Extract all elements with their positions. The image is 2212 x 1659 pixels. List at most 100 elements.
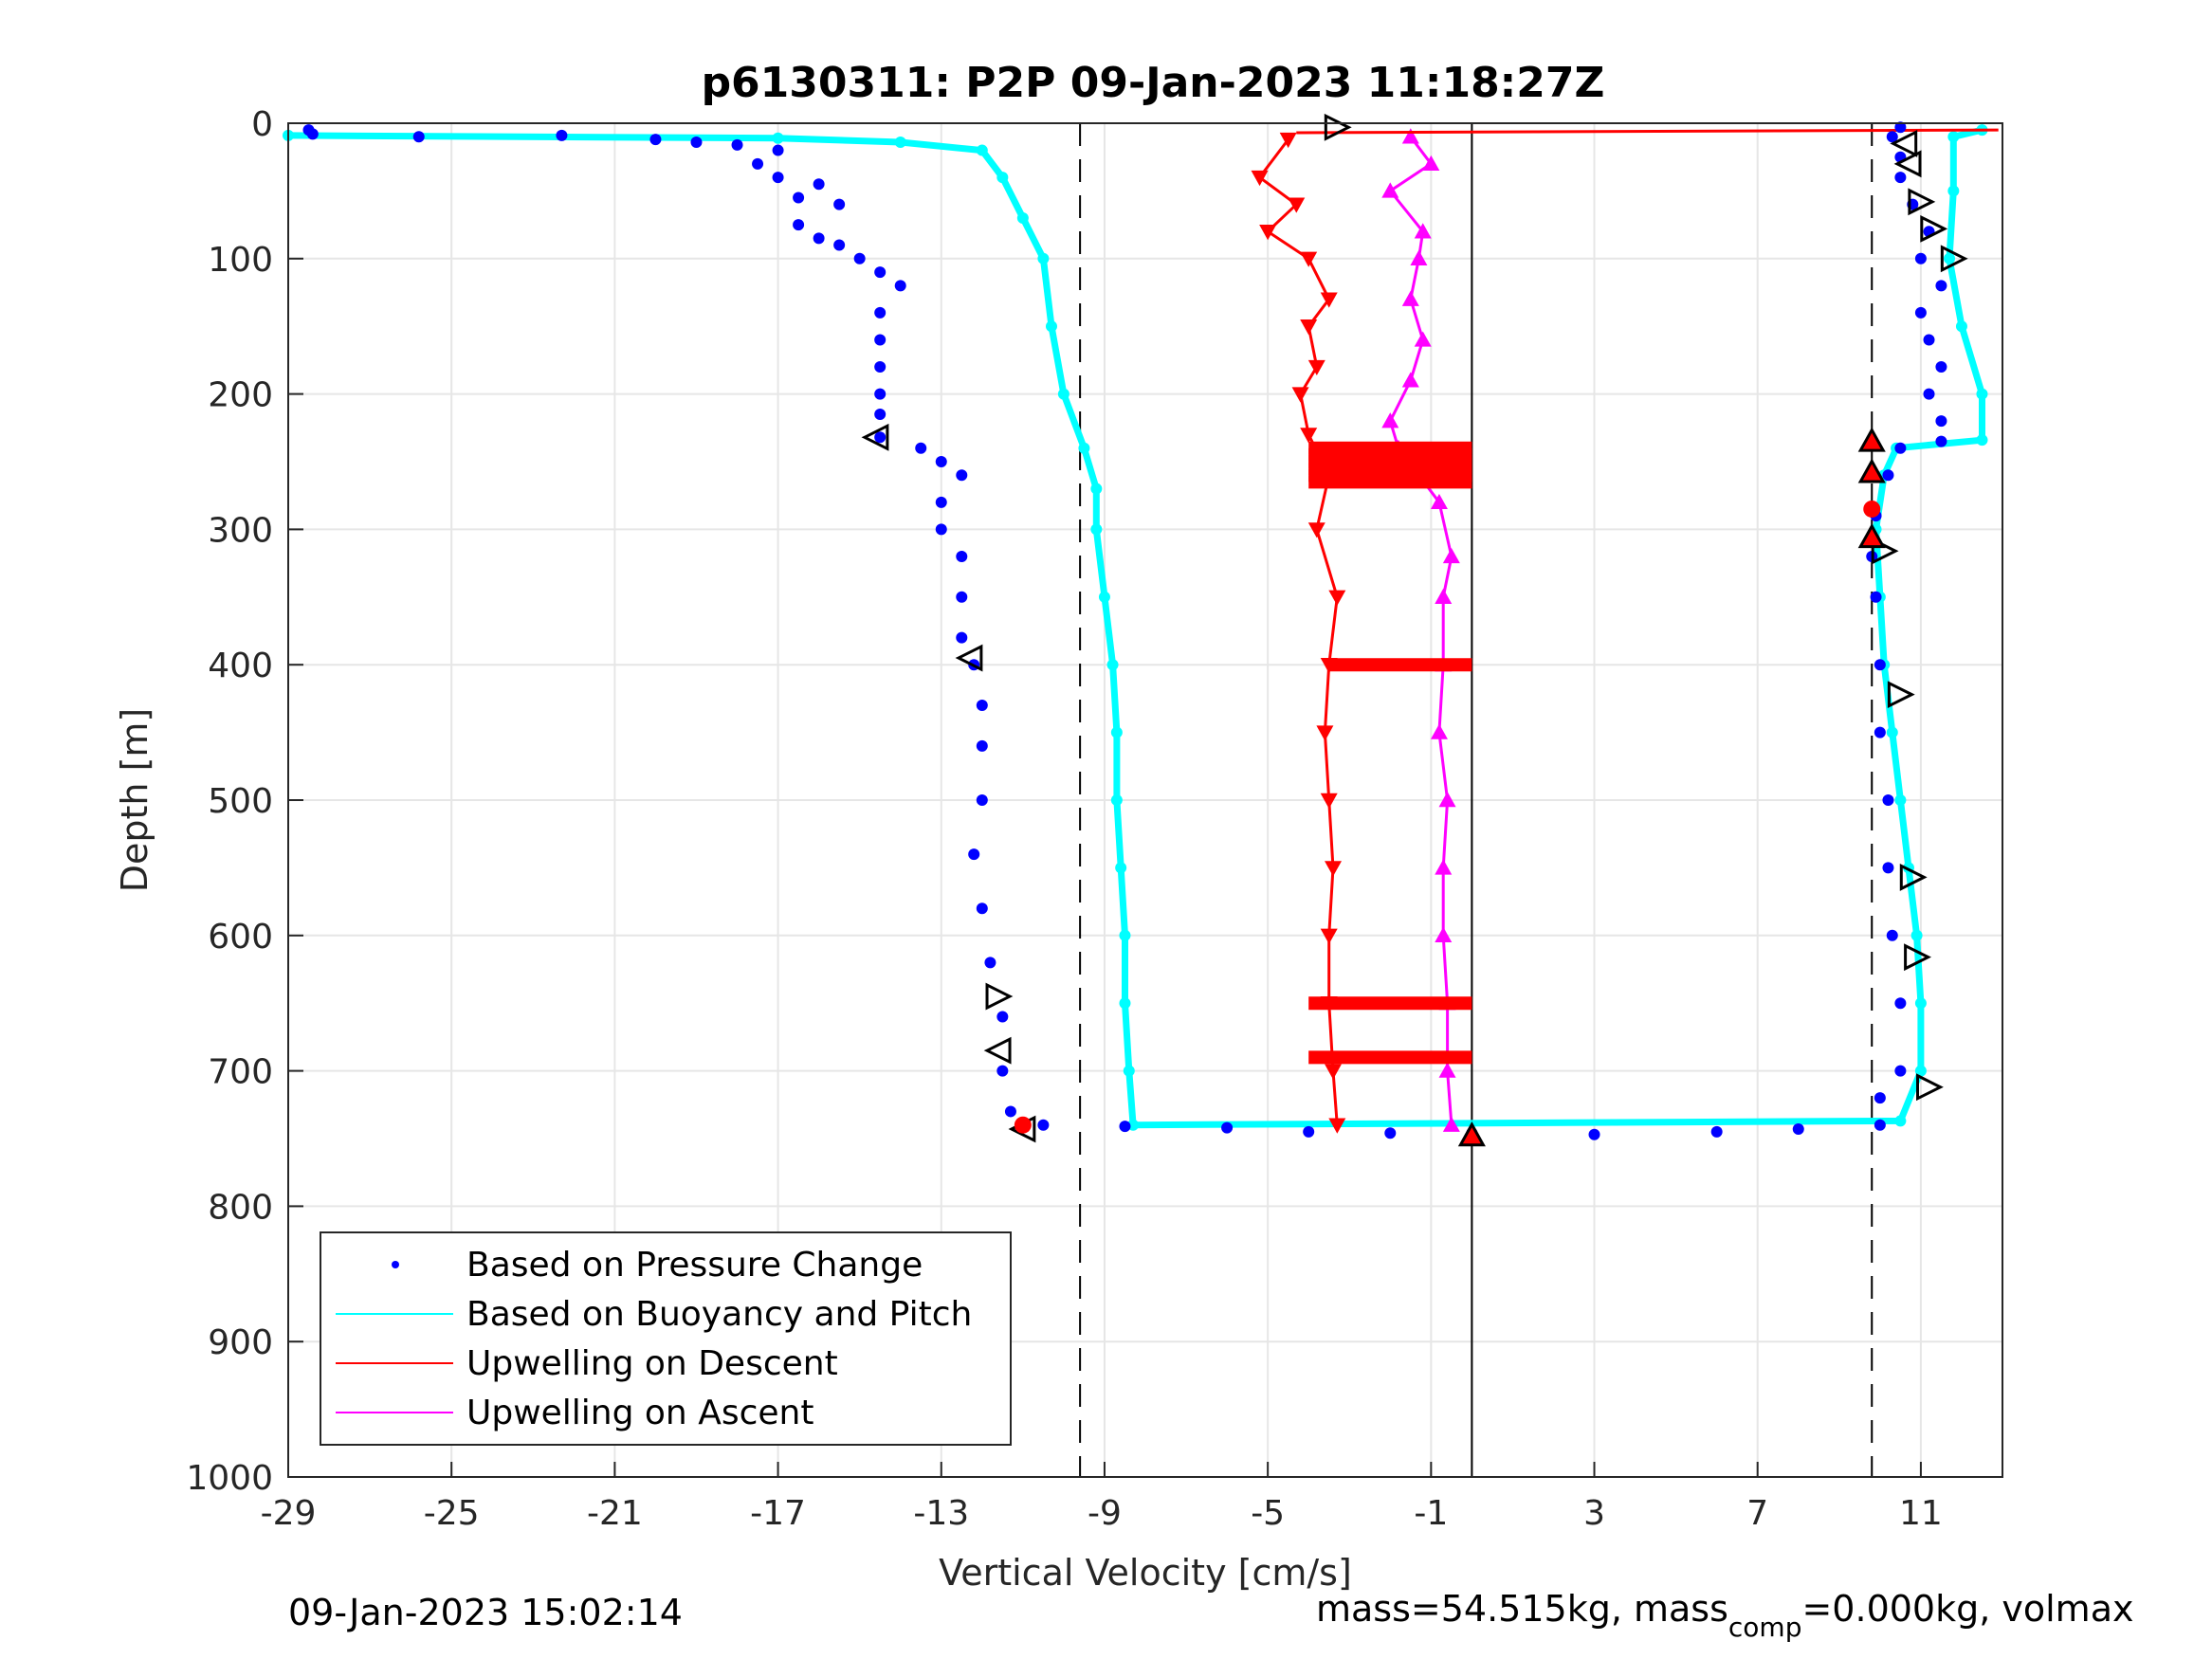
x-tick-label: 3 bbox=[1583, 1494, 1605, 1533]
buoyancy-pitch-point bbox=[996, 172, 1009, 184]
pressure-change-point bbox=[813, 232, 825, 245]
upwelling-ascent-marker bbox=[1442, 1116, 1460, 1132]
upwelling-ascent-marker bbox=[1435, 588, 1453, 604]
upwelling-ascent-line bbox=[1388, 136, 1453, 1125]
pressure-change-point bbox=[1935, 280, 1947, 292]
upwelling-ascent-marker bbox=[1438, 792, 1456, 808]
upwelling-descent-marker bbox=[1320, 292, 1338, 308]
y-tick-label: 300 bbox=[208, 511, 273, 550]
upwelling-descent-marker bbox=[1300, 428, 1318, 444]
y-axis-ticks: 0 100 200 300 400 500 600 700 800 900 1000 bbox=[186, 105, 303, 1498]
upwelling-ascent-marker bbox=[1422, 155, 1440, 172]
pressure-change-point bbox=[1710, 1125, 1723, 1138]
upwelling-ascent-marker bbox=[1401, 372, 1419, 388]
pressure-change-point bbox=[956, 591, 968, 603]
buoyancy-pitch-point bbox=[1976, 388, 1988, 400]
open-triangle-marker bbox=[861, 423, 889, 451]
buoyancy-pitch-point bbox=[1976, 434, 1988, 447]
upwelling-ascent-marker bbox=[1438, 1062, 1456, 1078]
x-tick-label: -13 bbox=[913, 1494, 969, 1533]
buoyancy-pitch-point bbox=[1955, 320, 1967, 333]
pressure-change-point bbox=[1588, 1128, 1600, 1140]
pressure-change-point bbox=[1303, 1125, 1315, 1138]
upwelling-descent-marker bbox=[1251, 170, 1269, 187]
pressure-change-point bbox=[968, 848, 980, 861]
legend-box bbox=[320, 1231, 1012, 1446]
marker-layer bbox=[861, 113, 1968, 1147]
footer-mass-sub: comp bbox=[1728, 1612, 1802, 1643]
pressure-change-point bbox=[874, 409, 887, 421]
buoyancy-pitch-point bbox=[1016, 211, 1029, 224]
pressure-change-point bbox=[412, 131, 425, 143]
pressure-change-point bbox=[1894, 172, 1907, 184]
pressure-change-point bbox=[935, 496, 947, 508]
y-tick-label: 600 bbox=[208, 918, 273, 957]
pressure-change-point bbox=[915, 442, 927, 454]
open-triangle-marker bbox=[985, 982, 1014, 1011]
pressure-change-point bbox=[1894, 997, 1907, 1010]
pressure-change-point bbox=[976, 700, 988, 712]
pressure-change-point bbox=[996, 1011, 1009, 1023]
pressure-change-point bbox=[935, 523, 947, 536]
upwelling-ascent-marker bbox=[1442, 547, 1460, 564]
pressure-change-point bbox=[874, 266, 887, 279]
pressure-change-point bbox=[1221, 1121, 1234, 1134]
y-tick-label: 400 bbox=[208, 647, 273, 685]
buoyancy-pitch-point bbox=[1090, 523, 1103, 536]
buoyancy-pitch-point bbox=[1106, 659, 1119, 671]
buoyancy-pitch-point bbox=[1886, 726, 1898, 738]
y-tick-label: 100 bbox=[208, 241, 273, 280]
upwelling-ascent-marker bbox=[1401, 128, 1419, 144]
upwelling-ascent-marker bbox=[1430, 723, 1448, 739]
pressure-change-point bbox=[649, 134, 662, 146]
red-circle-marker bbox=[1863, 500, 1881, 518]
buoyancy-pitch-point bbox=[1078, 442, 1090, 454]
pressure-change-point bbox=[1384, 1127, 1397, 1139]
pressure-change-point bbox=[1914, 306, 1927, 319]
pressure-change-point bbox=[1886, 929, 1898, 941]
buoyancy-pitch-point bbox=[1057, 388, 1069, 400]
buoyancy-pitch-point bbox=[1045, 320, 1057, 333]
buoyancy-pitch-point bbox=[894, 136, 906, 148]
upwelling-descent-marker bbox=[1279, 132, 1297, 149]
pressure-change-point bbox=[1935, 415, 1947, 428]
pressure-change-point bbox=[772, 144, 784, 156]
pressure-change-point bbox=[833, 198, 846, 210]
pressure-change-point bbox=[1894, 1065, 1907, 1077]
pressure-change-point bbox=[1874, 1092, 1886, 1104]
pressure-change-point bbox=[752, 157, 764, 170]
upwelling-ascent-marker bbox=[1414, 223, 1432, 239]
x-axis-ticks: -29 -25 -21 -17 -13 -9 -5 -1 3 7 11 bbox=[261, 1462, 1943, 1533]
open-triangle-marker bbox=[1899, 863, 1928, 891]
reference-lines bbox=[1079, 123, 1874, 1477]
open-triangle-marker bbox=[1904, 943, 1931, 972]
y-tick-label: 500 bbox=[208, 782, 273, 821]
upwelling-descent-marker bbox=[1291, 387, 1309, 403]
pressure-change-point bbox=[1894, 121, 1907, 134]
pressure-change-point bbox=[996, 1065, 1009, 1077]
pressure-change-point bbox=[976, 794, 988, 806]
x-tick-label: 7 bbox=[1746, 1494, 1768, 1533]
x-tick-label: -1 bbox=[1414, 1494, 1448, 1533]
pressure-change-point bbox=[731, 138, 743, 151]
legend-label: Based on Buoyancy and Pitch bbox=[466, 1295, 972, 1334]
upwelling-ascent-marker bbox=[1381, 182, 1399, 198]
pressure-change-point bbox=[956, 550, 968, 562]
open-triangle-marker bbox=[1908, 188, 1936, 216]
pressure-change-point bbox=[556, 129, 568, 141]
red-circle-marker bbox=[1014, 1116, 1032, 1134]
pressure-change-point bbox=[793, 219, 805, 231]
pressure-change-point bbox=[1792, 1123, 1804, 1136]
pressure-change-point bbox=[1874, 659, 1886, 671]
buoyancy-pitch-point bbox=[1894, 1115, 1907, 1127]
pressure-change-point bbox=[874, 431, 887, 444]
buoyancy-pitch-point bbox=[1110, 794, 1123, 806]
legend-label: Based on Pressure Change bbox=[466, 1246, 923, 1285]
upwelling-descent-marker bbox=[1307, 359, 1325, 376]
pressure-change-point bbox=[1874, 1119, 1886, 1131]
upwelling-descent-marker bbox=[1320, 793, 1338, 809]
pressure-change-point bbox=[1923, 334, 1935, 346]
red-triangle-marker bbox=[1857, 427, 1886, 452]
y-tick-label: 200 bbox=[208, 376, 273, 415]
